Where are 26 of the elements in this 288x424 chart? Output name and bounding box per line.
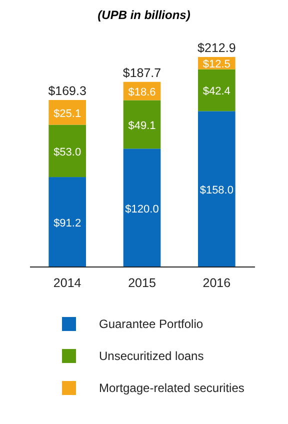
data-label: $42.4 — [202, 86, 230, 98]
data-label: $91.2 — [54, 218, 82, 230]
data-label: $53.0 — [54, 146, 82, 158]
bar — [48, 124, 86, 178]
x-tick-label: 2014 — [53, 276, 82, 290]
x-tick-label: 2015 — [128, 276, 156, 290]
data-label: $49.1 — [128, 120, 156, 132]
bar — [48, 177, 86, 267]
bar — [48, 100, 86, 125]
chart-title: (UPB in billions) — [98, 8, 190, 22]
data-label: $12.5 — [202, 58, 230, 71]
data-label: $158.0 — [200, 184, 234, 197]
bar — [198, 111, 236, 267]
data-label: $18.6 — [128, 86, 156, 99]
total-label: $169.3 — [48, 84, 86, 98]
x-tick-label: 2016 — [202, 276, 231, 290]
legend-label: Unsecuritized loans — [99, 349, 204, 363]
total-label: $212.9 — [198, 41, 236, 55]
legend-label: Guarantee Portfolio — [99, 317, 204, 331]
legend-label: Mortgage-related securities — [99, 381, 244, 395]
data-label: $25.1 — [54, 108, 82, 120]
bar — [198, 69, 236, 112]
total-label: $187.7 — [122, 66, 162, 80]
bar — [123, 100, 161, 149]
bar — [123, 148, 161, 267]
data-label: $120.0 — [125, 203, 159, 216]
